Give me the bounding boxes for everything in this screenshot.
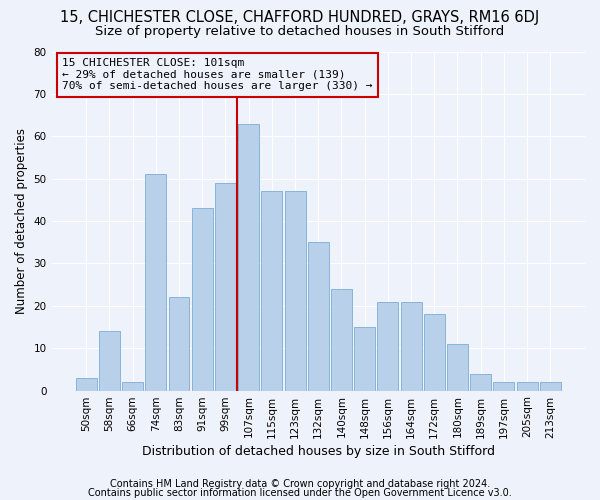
Bar — [401, 302, 422, 390]
Bar — [145, 174, 166, 390]
Text: 15 CHICHESTER CLOSE: 101sqm
← 29% of detached houses are smaller (139)
70% of se: 15 CHICHESTER CLOSE: 101sqm ← 29% of det… — [62, 58, 373, 92]
Text: 15, CHICHESTER CLOSE, CHAFFORD HUNDRED, GRAYS, RM16 6DJ: 15, CHICHESTER CLOSE, CHAFFORD HUNDRED, … — [61, 10, 539, 25]
Bar — [470, 374, 491, 390]
Text: Size of property relative to detached houses in South Stifford: Size of property relative to detached ho… — [95, 25, 505, 38]
Bar — [169, 298, 190, 390]
Text: Contains HM Land Registry data © Crown copyright and database right 2024.: Contains HM Land Registry data © Crown c… — [110, 479, 490, 489]
Bar — [76, 378, 97, 390]
Bar — [192, 208, 212, 390]
Bar — [122, 382, 143, 390]
Bar — [262, 192, 283, 390]
Bar — [308, 242, 329, 390]
Bar — [517, 382, 538, 390]
Bar — [447, 344, 468, 391]
Bar — [424, 314, 445, 390]
Bar — [540, 382, 561, 390]
Bar — [331, 289, 352, 390]
Bar — [493, 382, 514, 390]
Bar — [377, 302, 398, 390]
Bar — [99, 331, 120, 390]
Y-axis label: Number of detached properties: Number of detached properties — [15, 128, 28, 314]
Bar — [354, 327, 375, 390]
X-axis label: Distribution of detached houses by size in South Stifford: Distribution of detached houses by size … — [142, 444, 495, 458]
Bar — [238, 124, 259, 390]
Bar — [284, 192, 305, 390]
Bar — [215, 183, 236, 390]
Text: Contains public sector information licensed under the Open Government Licence v3: Contains public sector information licen… — [88, 488, 512, 498]
